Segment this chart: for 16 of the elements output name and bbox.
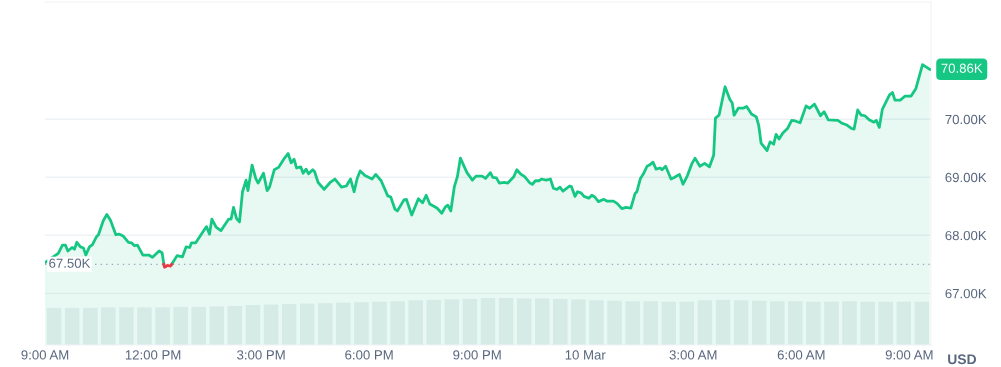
x-tick-label: 9:00 AM (885, 350, 933, 360)
ref-line-label: 67.50K (49, 258, 91, 268)
x-tick-label: 9:00 AM (21, 350, 69, 360)
y-tick-label: 68.00K (945, 230, 987, 241)
y-axis-title: USD (948, 354, 977, 365)
y-tick-label: 67.00K (945, 288, 987, 299)
annotation: 70.86K (941, 63, 983, 73)
x-tick-label: 6:00 AM (777, 350, 825, 360)
x-tick-label: 6:00 PM (345, 350, 393, 360)
x-tick-label: 10 Mar (565, 350, 606, 360)
y-tick-label: 70.00K (945, 114, 987, 125)
x-tick-label: 3:00 PM (237, 350, 285, 360)
x-tick-label: 3:00 AM (669, 350, 717, 360)
y-tick-label: 69.00K (945, 172, 987, 183)
x-tick-label: 9:00 PM (453, 350, 501, 360)
x-tick-label: 12:00 PM (125, 350, 181, 360)
